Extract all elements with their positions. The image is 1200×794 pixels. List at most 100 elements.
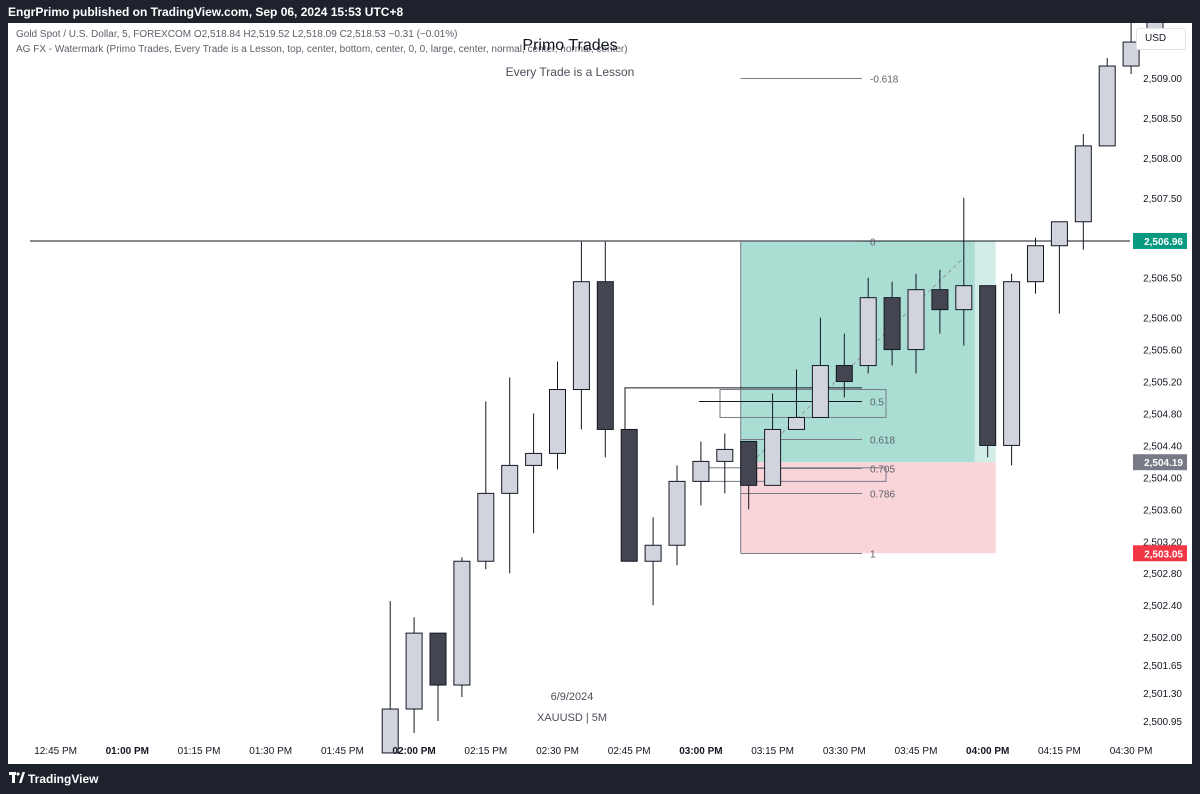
y-tick-label: 2,508.00 — [1143, 154, 1182, 165]
candle-body — [811, 365, 829, 418]
x-tick-label: 03:45 PM — [895, 746, 938, 757]
y-tick-label: 2,501.65 — [1143, 661, 1182, 672]
y-tick-label: 2,509.00 — [1143, 74, 1182, 85]
y-tick-label: 2,502.00 — [1143, 633, 1182, 644]
y-tick-label: 2,504.40 — [1143, 441, 1182, 452]
candle-body — [429, 632, 447, 686]
y-tick-label: 2,503.20 — [1143, 537, 1182, 548]
x-tick-label: 01:15 PM — [178, 746, 221, 757]
y-tick-label: 2,500.95 — [1143, 717, 1182, 728]
price-badge-label: 2,503.05 — [1144, 549, 1183, 560]
candle-body — [788, 416, 805, 430]
frame-right — [1192, 23, 1200, 764]
footer-brand: TradingView — [28, 772, 99, 786]
candle-body — [1074, 145, 1092, 223]
y-tick-label: 2,507.50 — [1143, 194, 1182, 205]
x-tick-label: 02:30 PM — [536, 746, 579, 757]
candle-body — [1098, 65, 1116, 147]
candle-body — [668, 480, 686, 546]
tradingview-logo-icon — [9, 772, 25, 783]
candle-body — [620, 428, 638, 562]
y-tick-label: 2,508.50 — [1143, 114, 1182, 125]
candle-body — [381, 708, 399, 754]
fib-level-label: 0.786 — [870, 490, 895, 501]
fib-level-label: 1 — [870, 550, 876, 561]
x-tick-label: 03:15 PM — [751, 746, 794, 757]
candle-body — [859, 297, 877, 367]
price-badge-label: 2,504.19 — [1144, 458, 1183, 469]
candle-body — [501, 464, 519, 494]
publish-line: EngrPrimo published on TradingView.com, … — [8, 5, 404, 19]
x-tick-label: 04:00 PM — [966, 746, 1009, 757]
x-tick-label: 04:30 PM — [1110, 746, 1153, 757]
candle-body — [907, 289, 925, 351]
candle-body — [740, 440, 758, 486]
legend-change: −0.31 (−0.01%) — [388, 29, 458, 40]
candle-body — [1027, 245, 1044, 283]
target-zone — [740, 240, 975, 463]
legend-indicator-row[interactable]: AG FX - Watermark (Primo Trades, Every T… — [16, 44, 628, 55]
candle-body — [405, 632, 423, 710]
legend-symbol[interactable]: Gold Spot / U.S. Dollar, 5, FOREXCOM — [16, 29, 192, 40]
y-tick-label: 2,503.60 — [1143, 505, 1182, 516]
lines-layer: -0.618 0 0.5 0.618 0.705 0.786 1 — [30, 75, 1130, 561]
candle-body — [525, 452, 543, 466]
legend-indicator[interactable]: AG FX - Watermark (Primo Trades, Every T… — [16, 44, 628, 55]
candle-body — [596, 281, 614, 430]
x-tick-label: 03:30 PM — [823, 746, 866, 757]
y-tick-label: 2,502.40 — [1143, 601, 1182, 612]
price-badge — [1133, 454, 1187, 471]
x-tick-label: 01:45 PM — [321, 746, 364, 757]
y-tick-label: 2,505.20 — [1143, 378, 1182, 389]
y-tick-label: 2,504.80 — [1143, 409, 1182, 420]
candle-body — [453, 560, 471, 686]
candle-body — [644, 544, 662, 562]
legend-symbol-row: Gold Spot / U.S. Dollar, 5, FOREXCOM O2,… — [16, 29, 457, 40]
candle-body — [692, 460, 710, 482]
fib-level-label: 0.5 — [870, 398, 884, 409]
fib-level-label: -0.618 — [870, 75, 899, 86]
publish-header: EngrPrimo published on TradingView.com, … — [0, 0, 1200, 23]
candle-body — [835, 365, 853, 383]
fib-level-label: 0.618 — [870, 436, 895, 447]
legend-open: O2,518.84 — [193, 29, 241, 40]
candle-body — [1122, 41, 1140, 67]
candle-body — [955, 285, 973, 311]
x-tick-label: 03:00 PM — [679, 746, 722, 757]
candles-layer — [381, 6, 1164, 754]
candle-body — [1003, 281, 1021, 446]
price-badge — [1133, 232, 1187, 249]
zones-layer — [740, 240, 996, 554]
y-tick-label: 2,502.80 — [1143, 569, 1182, 580]
stop-zone — [740, 462, 996, 554]
fib-level-label: 0.705 — [870, 465, 895, 476]
axes-layer: 2,509.00 2,508.50 2,508.00 2,507.50 2,506.50… — [34, 74, 1187, 757]
x-tick-label: 01:00 PM — [106, 746, 149, 757]
candle-body — [572, 281, 590, 391]
x-tick-label: 04:15 PM — [1038, 746, 1081, 757]
y-tick-label: 2,506.00 — [1143, 314, 1182, 325]
fib-level-label: 0 — [870, 238, 876, 249]
price-badge — [1133, 545, 1187, 562]
candle-body — [549, 389, 566, 454]
x-tick-label: 01:30 PM — [249, 746, 292, 757]
y-tick-label: 2,504.00 — [1143, 473, 1182, 484]
watermark-title: Primo Trades — [522, 37, 618, 54]
x-tick-label: 02:15 PM — [464, 746, 507, 757]
legend-close: C2,518.53 — [339, 29, 386, 40]
range-marker-line — [624, 387, 862, 442]
candle-body — [1050, 221, 1068, 247]
candle-body — [477, 492, 495, 562]
candle-body — [979, 285, 997, 446]
x-tick-label: 02:45 PM — [608, 746, 651, 757]
frame-left — [0, 23, 8, 764]
watermark-subtitle: Every Trade is a Lesson — [505, 65, 635, 79]
legend-high: H2,519.52 — [243, 29, 290, 40]
candle-body — [931, 289, 949, 311]
watermark-symbol: XAUUSD | 5M — [536, 712, 608, 724]
candle-body — [716, 448, 734, 462]
y-tick-label: 2,505.60 — [1143, 346, 1182, 357]
currency-button[interactable]: USD — [1136, 28, 1186, 50]
candle-body — [883, 297, 901, 351]
